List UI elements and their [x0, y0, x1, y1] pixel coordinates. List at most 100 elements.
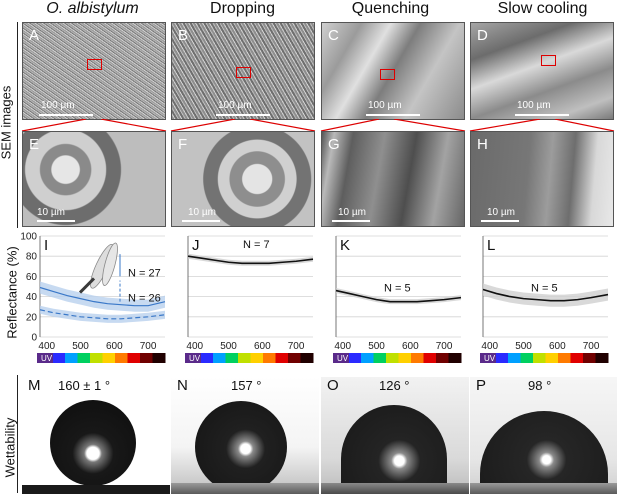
spectrum-segment [570, 353, 584, 363]
sem-row-divider [17, 22, 18, 228]
water-droplet [195, 401, 287, 493]
x-tick-label: 600 [106, 341, 123, 352]
water-droplet [50, 400, 136, 486]
zoom-panel-g: G 10 µm [321, 131, 465, 227]
panel-label: O [327, 377, 339, 394]
panel-label: D [477, 27, 488, 44]
spectrum-segment [52, 353, 66, 363]
spectrum-segment [533, 353, 546, 363]
scale-bar [515, 114, 569, 116]
x-tick-label: 400 [334, 341, 351, 352]
panel-label: J [192, 237, 200, 254]
spectrum-segment [65, 353, 78, 363]
zoom-region-box [87, 59, 102, 70]
series-line [187, 255, 314, 265]
x-tick-label: 500 [368, 341, 385, 352]
uv-segment [333, 353, 349, 363]
y-tick-label: 0 [31, 333, 37, 344]
spectrum-segment [545, 353, 559, 363]
uv-label: UV [189, 354, 201, 363]
contact-angle-label: 126 ° [379, 378, 410, 393]
sem-panel-d: D 100 µm [470, 22, 614, 120]
y-tick-label: 40 [26, 292, 38, 303]
contact-angle-label: 160 ± 1 ° [58, 378, 111, 393]
spectrum-segment [225, 353, 239, 363]
water-droplet [341, 405, 447, 494]
scale-bar [216, 114, 270, 116]
scale-label: 100 µm [41, 100, 75, 111]
y-tick-label: 20 [26, 312, 38, 323]
x-tick-label: 600 [254, 341, 271, 352]
substrate [321, 483, 469, 494]
annotation-n: N = 7 [243, 239, 270, 251]
water-droplet [480, 411, 608, 494]
uv-segment [480, 353, 496, 363]
substrate [171, 483, 319, 494]
uv-segment [37, 353, 53, 363]
x-tick-label: 600 [402, 341, 419, 352]
x-tick-label: 700 [436, 341, 453, 352]
uv-segment [185, 353, 201, 363]
spectrum-segment [288, 353, 301, 363]
substrate [470, 483, 617, 494]
connector-a-right [100, 119, 167, 132]
series-line [39, 286, 166, 307]
spectrum-segment [411, 353, 424, 363]
panel-label: L [487, 237, 495, 254]
connector-d-right [554, 119, 615, 132]
contact-angle-label: 157 ° [231, 378, 262, 393]
reflectance-charts: 0 20 40 60 80 100 I N = 27 N = 26 400 500 600 700 UV J… [20, 232, 609, 363]
spectrum-segment [508, 353, 521, 363]
spectrum-segment [127, 353, 141, 363]
error-band [40, 281, 165, 312]
spectrum-segment [386, 353, 399, 363]
spectrum-segment [238, 353, 251, 363]
y-tick-label: 100 [20, 232, 37, 243]
substrate [22, 485, 170, 494]
sem-panel-b: B 100 µm [171, 22, 315, 120]
spectrum-segment [423, 353, 437, 363]
error-band [40, 305, 165, 323]
scale-label: 10 µm [37, 207, 65, 218]
spectrum-segment [300, 353, 314, 363]
scale-bar [182, 220, 220, 222]
wettability-panel-m: M 160 ± 1 ° [22, 377, 170, 494]
panel-label: P [476, 377, 487, 394]
connector-c-right [393, 119, 466, 132]
y-tick-label: 80 [26, 252, 38, 263]
x-tick-label: 700 [288, 341, 305, 352]
uv-label: UV [337, 354, 349, 363]
sem-panel-a: A 100 µm [22, 22, 166, 120]
spectrum-segment [448, 353, 462, 363]
row-label-wettability: Wettability [2, 417, 18, 478]
connector-b-left [170, 119, 236, 132]
spectrum-segment [583, 353, 596, 363]
spectrum-segment [361, 353, 374, 363]
annotation-n: N = 5 [384, 283, 411, 295]
panel-label: F [178, 136, 188, 153]
y-tick-label: 60 [26, 272, 38, 283]
panel-label: N [177, 377, 188, 394]
x-tick-label: 600 [549, 341, 566, 352]
column-title-slow-cooling: Slow cooling [497, 0, 588, 17]
connector-a-left [21, 119, 87, 132]
panel-label: H [477, 136, 488, 153]
spectrum-segment [495, 353, 509, 363]
annotation-n: N = 5 [531, 283, 558, 295]
connector-b-right [249, 119, 316, 132]
annotation-n: N = 27 [128, 267, 161, 279]
spectrum-segment [263, 353, 276, 363]
uv-label: UV [41, 354, 53, 363]
annotation-n: N = 26 [128, 293, 161, 305]
dragonfly-wing [102, 242, 118, 286]
connector-c-left [320, 119, 380, 132]
x-tick-label: 500 [220, 341, 237, 352]
x-tick-label: 500 [515, 341, 532, 352]
wettability-panel-p: P 98 ° [470, 377, 617, 494]
spectrum-segment [348, 353, 362, 363]
wettability-panel-o: O 126 ° [321, 377, 469, 494]
error-band [483, 283, 608, 307]
x-tick-label: 400 [186, 341, 203, 352]
spectrum-segment [140, 353, 153, 363]
zoom-panel-e: E 10 µm [22, 131, 166, 227]
